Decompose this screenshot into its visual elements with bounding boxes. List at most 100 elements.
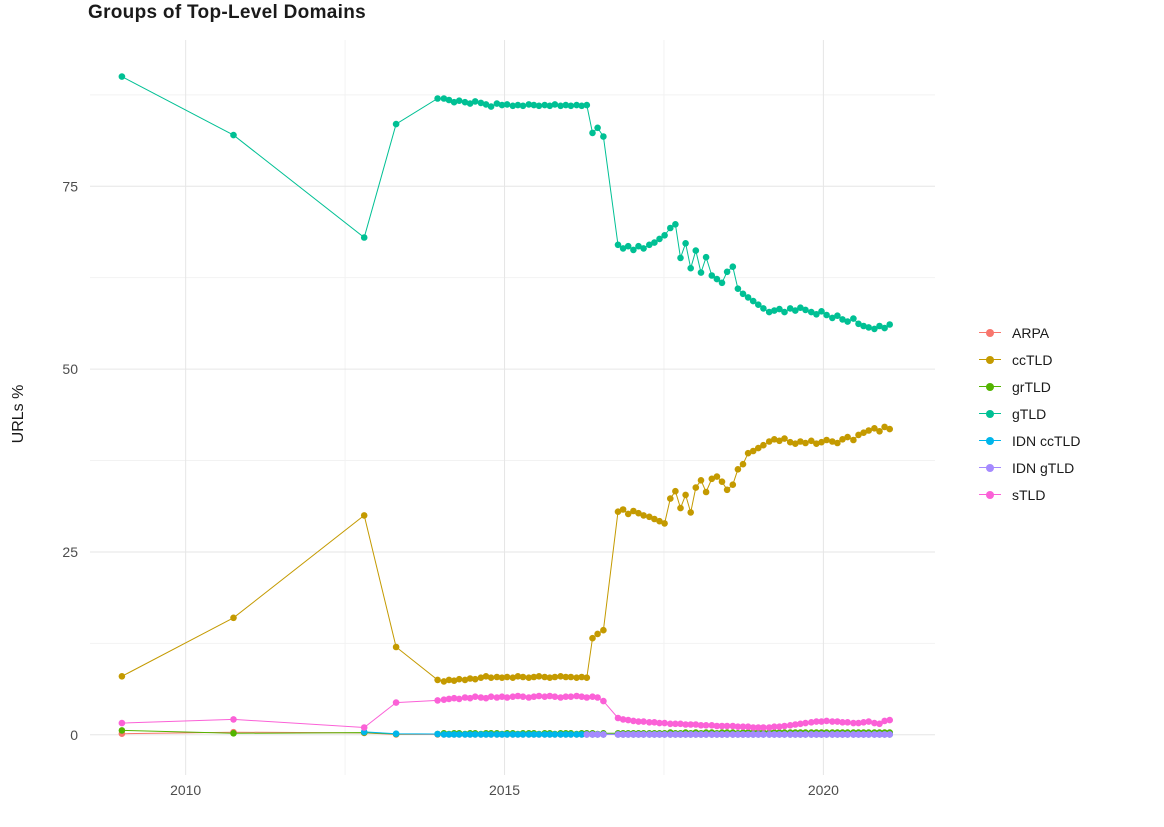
data-point xyxy=(541,673,548,681)
data-point xyxy=(477,674,485,681)
data-point xyxy=(792,731,799,738)
data-point xyxy=(855,731,862,738)
data-point xyxy=(450,98,458,106)
data-point xyxy=(797,304,804,312)
data-point xyxy=(600,697,607,705)
data-point xyxy=(881,324,888,332)
data-point xyxy=(729,481,737,489)
data-point xyxy=(661,520,668,527)
data-point xyxy=(656,235,663,243)
data-point xyxy=(477,694,485,701)
data-point xyxy=(672,221,679,228)
data-point xyxy=(461,731,469,738)
data-point xyxy=(573,731,580,738)
data-point xyxy=(834,731,841,738)
data-point xyxy=(713,275,721,283)
data-point xyxy=(886,731,893,738)
legend-item-gtld: gTLD xyxy=(978,405,1080,423)
legend-label: ARPA xyxy=(1012,324,1050,341)
legend-item-cctld: ccTLD xyxy=(978,351,1080,369)
data-point xyxy=(589,129,596,137)
data-point xyxy=(723,722,731,730)
data-point xyxy=(551,673,559,681)
data-point xyxy=(765,438,773,445)
data-point xyxy=(749,724,757,731)
data-point xyxy=(461,98,469,106)
data-point xyxy=(630,731,637,738)
data-point xyxy=(829,438,836,445)
data-point xyxy=(624,242,632,250)
data-point xyxy=(697,269,705,276)
data-point xyxy=(651,239,658,246)
data-point xyxy=(713,722,721,730)
data-point xyxy=(487,693,495,700)
data-point xyxy=(557,694,564,701)
data-point xyxy=(482,673,490,680)
data-point xyxy=(755,301,762,309)
data-point xyxy=(692,484,700,491)
series-points-gTLD xyxy=(118,73,893,333)
x-tick-label: 2015 xyxy=(489,782,520,798)
series-line-sTLD xyxy=(121,695,890,729)
data-point xyxy=(739,290,747,298)
data-point xyxy=(445,731,453,738)
data-point xyxy=(525,731,533,738)
data-point xyxy=(850,719,857,727)
data-point xyxy=(781,722,788,730)
data-point xyxy=(440,731,448,738)
data-point xyxy=(871,719,878,727)
data-point xyxy=(440,95,448,102)
data-point xyxy=(493,731,501,738)
data-point xyxy=(818,718,825,725)
data-point xyxy=(509,102,517,110)
data-point xyxy=(503,731,511,738)
data-point xyxy=(776,305,783,313)
data-point xyxy=(535,673,543,680)
data-point xyxy=(392,643,400,651)
data-point xyxy=(551,731,559,738)
data-point xyxy=(118,727,126,734)
data-point xyxy=(687,731,694,738)
data-point xyxy=(656,517,663,525)
data-point xyxy=(455,731,463,738)
data-point xyxy=(718,279,726,287)
data-point xyxy=(865,324,872,331)
legend-label: grTLD xyxy=(1012,378,1051,395)
data-point xyxy=(509,731,517,738)
data-point xyxy=(519,102,527,110)
data-point xyxy=(672,720,679,728)
data-point xyxy=(871,425,878,432)
data-point xyxy=(535,731,543,738)
data-point xyxy=(755,444,762,452)
data-point xyxy=(614,241,622,249)
data-point xyxy=(850,436,857,444)
data-point xyxy=(562,673,570,681)
data-point xyxy=(589,693,596,700)
data-point xyxy=(760,441,767,449)
data-point xyxy=(713,473,721,480)
data-point xyxy=(661,731,668,738)
data-point xyxy=(594,731,601,738)
data-point xyxy=(619,245,627,252)
data-point xyxy=(434,697,441,704)
data-point xyxy=(546,692,554,700)
data-point xyxy=(855,719,862,727)
data-point xyxy=(850,315,857,322)
y-tick-label: 0 xyxy=(70,727,78,743)
data-point xyxy=(697,477,705,484)
data-point xyxy=(823,731,830,738)
data-point xyxy=(708,475,716,483)
data-point xyxy=(614,714,622,722)
data-point xyxy=(619,506,627,513)
data-point xyxy=(781,731,788,738)
data-point xyxy=(682,240,689,247)
data-point xyxy=(640,245,647,252)
series-points-IDN gTLD xyxy=(583,731,893,738)
data-point xyxy=(886,321,893,328)
data-point xyxy=(578,673,585,681)
legend-key-icon xyxy=(978,324,1002,342)
legend-key-icon xyxy=(978,351,1002,369)
data-point xyxy=(808,308,815,316)
data-point xyxy=(792,440,799,448)
data-point xyxy=(855,431,862,439)
